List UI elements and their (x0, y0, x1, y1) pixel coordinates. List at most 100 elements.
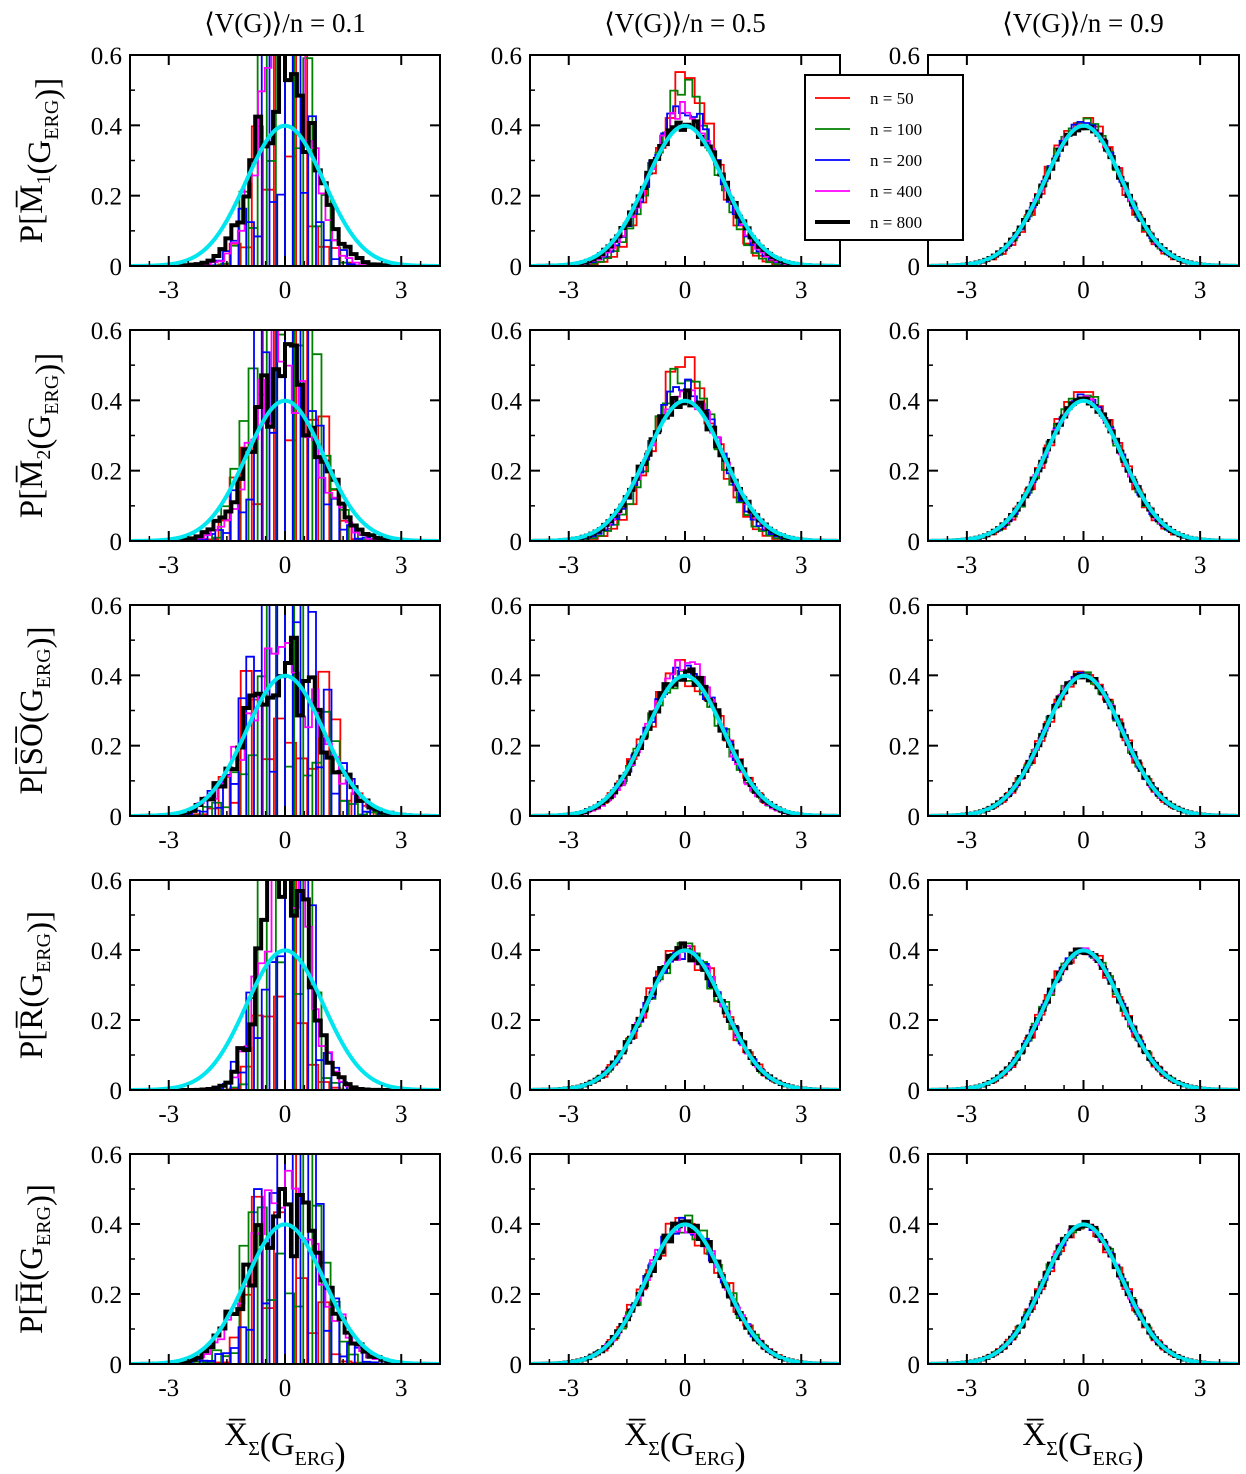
x-tick-label: 0 (679, 1375, 692, 1402)
reference-normal-curve (928, 948, 1239, 1090)
panel-r2-c3: -3 0 3 0 0.2 0.4 0.6 (889, 318, 1240, 579)
y-tick-label: 0.6 (889, 43, 920, 70)
y-tick-label: 0 (510, 804, 523, 831)
histogram-n-200 (130, 55, 440, 266)
histogram-n-400 (928, 947, 1239, 1090)
x-tick-label: 3 (795, 552, 808, 579)
y-tick-label: 0 (908, 804, 921, 831)
panel-r4-c2: -3 0 3 0 0.2 0.4 0.6 (491, 868, 841, 1128)
y-tick-label: 0.4 (491, 1212, 523, 1239)
xlabel-part: ) (735, 1437, 746, 1473)
legend-label: n = 800 (870, 213, 922, 232)
histogram-n-400 (530, 945, 840, 1090)
x-tick-label: -3 (956, 1375, 977, 1402)
x-tick-label: -3 (558, 1101, 579, 1128)
ylabel-part: )] (22, 1184, 58, 1206)
panel-frame (927, 604, 1240, 817)
histogram-n-50 (530, 659, 840, 816)
panel-r5-c2: -3 0 3 0 0.2 0.4 0.6 (491, 1142, 841, 1402)
x-tick-label: 3 (1194, 552, 1207, 579)
histogram-n-200 (530, 949, 840, 1090)
y-tick-label: 0.4 (491, 938, 523, 965)
y-tick-label: 0.4 (889, 663, 921, 690)
panel-r5-c1: -3 0 3 0 0.2 0.4 0.6 (91, 1142, 441, 1402)
ylabel-part: P[M̅ (14, 185, 50, 244)
x-tick-label: 0 (1077, 827, 1090, 854)
histogram-n-50 (928, 1223, 1239, 1364)
reference-normal-curve (928, 123, 1239, 266)
panel-frame (927, 1153, 1240, 1365)
histogram-n-200 (530, 1216, 840, 1364)
x-tick-label: 0 (679, 552, 692, 579)
panel-r3-c2: -3 0 3 0 0.2 0.4 0.6 (491, 593, 841, 854)
x-tick-label: 3 (395, 1101, 408, 1128)
row-ylabel: P[H̅(GERG)] (14, 1184, 58, 1334)
ylabel-part: )] (30, 78, 66, 100)
histogram-n-800 (530, 1219, 840, 1364)
column-title: ⟨V(G)⟩/n = 0.1 (204, 8, 366, 38)
panel-frame (529, 604, 841, 817)
row-ylabel: P[M̅2(GERG)] (14, 353, 66, 519)
histogram-n-50 (530, 945, 840, 1090)
x-tick-label: 3 (1194, 1101, 1207, 1128)
histogram-n-400 (928, 673, 1239, 816)
histogram-n-800 (530, 667, 840, 816)
y-tick-label: 0.2 (91, 184, 122, 211)
histogram-n-800 (928, 396, 1239, 541)
histogram-n-400 (928, 395, 1239, 541)
y-tick-label: 0.6 (91, 868, 122, 895)
xlabel-part: X̅ (624, 1417, 648, 1453)
histogram-n-400 (530, 1222, 840, 1364)
histogram-n-200 (530, 664, 840, 816)
y-tick-label: 0.4 (91, 388, 123, 415)
legend-label: n = 50 (870, 89, 914, 108)
x-tick-label: -3 (558, 827, 579, 854)
y-tick-label: 0 (908, 1078, 921, 1105)
ylabel-part: (G (22, 415, 58, 450)
panel-r2-c1: -3 0 3 0 0.2 0.4 0.6 (91, 318, 441, 579)
y-tick-label: 0 (110, 254, 123, 281)
y-tick-label: 0 (110, 804, 123, 831)
y-tick-label: 0.6 (491, 318, 522, 345)
x-tick-label: 0 (279, 277, 292, 304)
x-tick-label: 3 (1194, 827, 1207, 854)
reference-normal-curve (530, 948, 840, 1090)
y-tick-label: 0.6 (889, 1142, 920, 1169)
xlabel-part: Σ (648, 1438, 660, 1460)
panel-frame (529, 1153, 841, 1365)
row-ylabel: P[S̅O̅(GERG)] (14, 626, 58, 794)
y-tick-label: 0.2 (91, 1008, 122, 1035)
legend-frame (804, 74, 964, 241)
ylabel-part: ERG (33, 1206, 55, 1246)
y-tick-label: 0 (510, 529, 523, 556)
column-title: ⟨V(G)⟩/n = 0.9 (1002, 8, 1164, 38)
x-tick-label: 3 (395, 1375, 408, 1402)
histogram-n-200 (928, 393, 1239, 541)
y-tick-label: 0.4 (491, 388, 523, 415)
y-tick-label: 0.4 (91, 663, 123, 690)
y-tick-label: 0.2 (91, 459, 122, 486)
ylabel-part: ERG (33, 933, 55, 973)
histogram-n-100 (928, 117, 1239, 266)
y-tick-label: 0.4 (91, 113, 123, 140)
xlabel-part: ERG (1093, 1448, 1133, 1470)
histogram-n-100 (530, 942, 840, 1090)
y-tick-label: 0 (908, 529, 921, 556)
ylabel-part: (G (22, 140, 58, 175)
y-tick-label: 0.6 (91, 593, 122, 620)
x-tick-label: 0 (279, 1101, 292, 1128)
panel-r5-c3: -3 0 3 0 0.2 0.4 0.6 (889, 1142, 1240, 1402)
y-tick-label: 0 (510, 1352, 523, 1379)
x-tick-label: 0 (679, 1101, 692, 1128)
reference-normal-curve (530, 398, 840, 541)
xlabel: X̅Σ(GERG) (1022, 1417, 1143, 1473)
x-tick-label: 3 (395, 827, 408, 854)
histogram-n-100 (928, 1225, 1239, 1364)
x-tick-label: 0 (679, 827, 692, 854)
xlabel-part: ERG (695, 1448, 735, 1470)
y-tick-label: 0 (510, 254, 523, 281)
y-tick-label: 0.4 (491, 663, 523, 690)
histogram-n-800 (530, 388, 840, 541)
y-tick-label: 0.6 (91, 43, 122, 70)
legend-label: n = 400 (870, 182, 922, 201)
